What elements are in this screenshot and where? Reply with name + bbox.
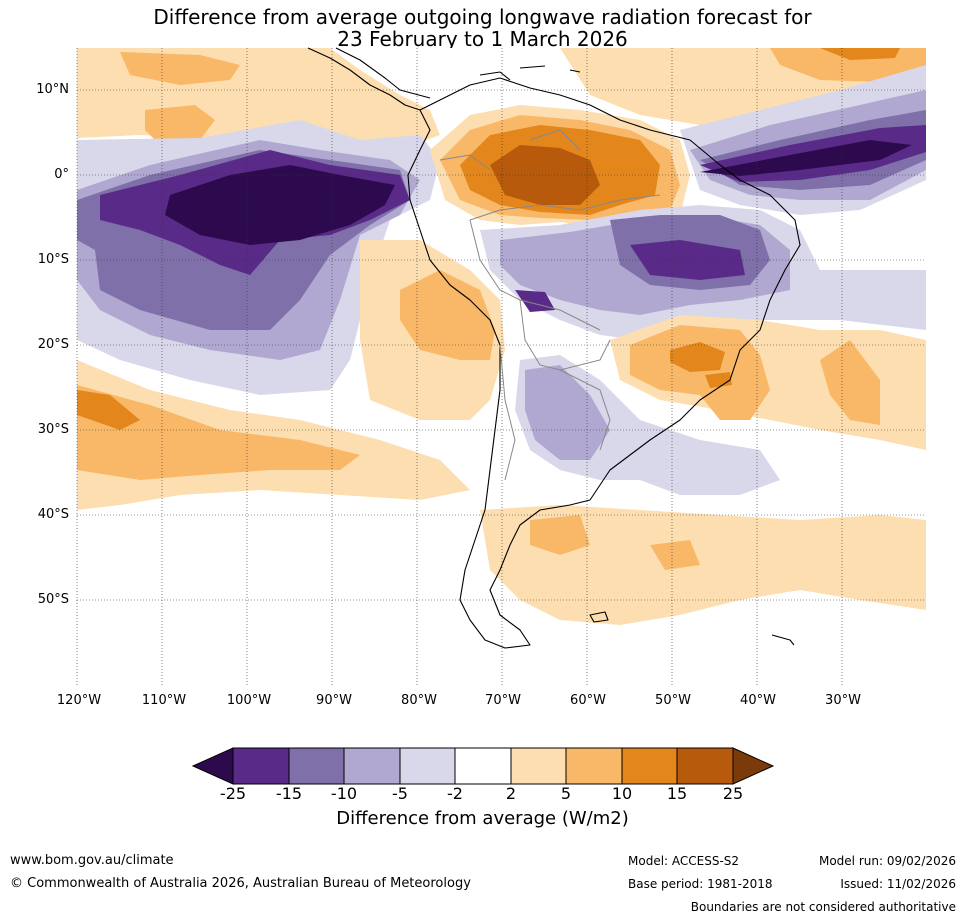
- colorbar-swatch: [399, 747, 456, 785]
- model-text: Model: ACCESS-S2: [628, 854, 740, 868]
- lat-label: 10°N: [36, 82, 69, 97]
- lon-label: 110°W: [141, 693, 187, 708]
- colorbar-tick-label: 2: [505, 784, 517, 803]
- positive-anomaly-region-south-pacific-moderate: [77, 385, 360, 480]
- country-boundaries: [439, 129, 661, 481]
- anomaly-field: [77, 48, 926, 686]
- lat-label: 10°S: [37, 252, 69, 267]
- colorbar: [191, 747, 775, 785]
- positive-anomaly-region-north-atlantic-core: [820, 48, 900, 60]
- lat-label: 30°S: [37, 422, 69, 437]
- positive-anomaly-region-south-atlantic-strong: [670, 342, 732, 388]
- negative-anomaly-region-brazil-very-strong: [630, 240, 745, 280]
- colorbar-swatch: [676, 747, 734, 785]
- colorbar-tick-label: 15: [666, 784, 688, 803]
- colorbar-tick-label: -15: [275, 784, 303, 803]
- graticule: [76, 48, 926, 686]
- lat-label: 40°S: [37, 507, 69, 522]
- lon-label: 70°W: [485, 693, 521, 708]
- lon-label: 100°W: [226, 693, 272, 708]
- colorbar-swatch: [621, 747, 678, 785]
- disclaimer-text: Boundaries are not considered authoritat…: [690, 900, 956, 914]
- south-america-coastline: [407, 77, 801, 649]
- colorbar-swatch: [510, 747, 567, 785]
- lon-label: 80°W: [401, 693, 437, 708]
- positive-anomaly-region-patagonia: [480, 505, 926, 625]
- colorbar-tick-label: 10: [611, 784, 633, 803]
- positive-anomaly-region-north-pacific-moderate: [120, 52, 240, 145]
- colorbar-extend-min: [191, 747, 234, 785]
- copyright-text: © Commonwealth of Australia 2026, Austra…: [10, 876, 471, 891]
- falkland-islands: [589, 611, 609, 623]
- positive-anomaly-region-patagonia-moderate: [530, 515, 700, 570]
- colorbar-tick-label: 5: [560, 784, 572, 803]
- colorbar-extend-max: [732, 747, 775, 785]
- colorbar-swatch: [454, 747, 512, 785]
- title-line-2: 23 February to 1 March 2026: [337, 27, 628, 51]
- lon-label: 30°W: [825, 693, 861, 708]
- colorbar-label: Difference from average (W/m2): [336, 808, 629, 829]
- lon-label: 120°W: [56, 693, 102, 708]
- title-line-1: Difference from average outgoing longwav…: [153, 5, 812, 29]
- colorbar-tick-label: -10: [330, 784, 358, 803]
- lon-label: 40°W: [740, 693, 776, 708]
- model-run-text: Model run: 09/02/2026: [818, 854, 956, 868]
- colorbar-tick-label: 25: [722, 784, 744, 803]
- colorbar-tick-label: -5: [392, 784, 408, 803]
- positive-anomaly-region-south-pacific-strong: [77, 390, 140, 430]
- website-link[interactable]: www.bom.gov.au/climate: [10, 853, 174, 868]
- lat-label: 20°S: [37, 337, 69, 352]
- positive-anomaly-region-peru-coast-moderate: [400, 270, 495, 360]
- central-america-coastline: [307, 47, 431, 111]
- colorbar-swatch: [343, 747, 401, 785]
- negative-anomaly-region-pacific-extreme: [165, 165, 395, 245]
- colorbar-tick-label: -25: [219, 784, 247, 803]
- caribbean-islands: [479, 65, 581, 81]
- base-period-text: Base period: 1981-2018: [628, 877, 773, 891]
- negative-anomaly-region-atlantic-extreme: [700, 140, 912, 176]
- coastlines: [307, 47, 801, 649]
- colorbar-tick-label: -2: [447, 784, 463, 803]
- colorbar-swatch: [565, 747, 623, 785]
- issued-text: Issued: 11/02/2026: [840, 877, 956, 891]
- lon-label: 60°W: [570, 693, 606, 708]
- lat-label: 0°: [54, 167, 69, 182]
- negative-anomaly-region-argentina-moderate: [525, 365, 610, 460]
- colorbar-swatch: [288, 747, 345, 785]
- colorbar-swatch: [232, 747, 290, 785]
- lon-label: 90°W: [316, 693, 352, 708]
- lat-label: 50°S: [37, 592, 69, 607]
- lon-label: 50°W: [655, 693, 691, 708]
- south-georgia: [771, 634, 795, 646]
